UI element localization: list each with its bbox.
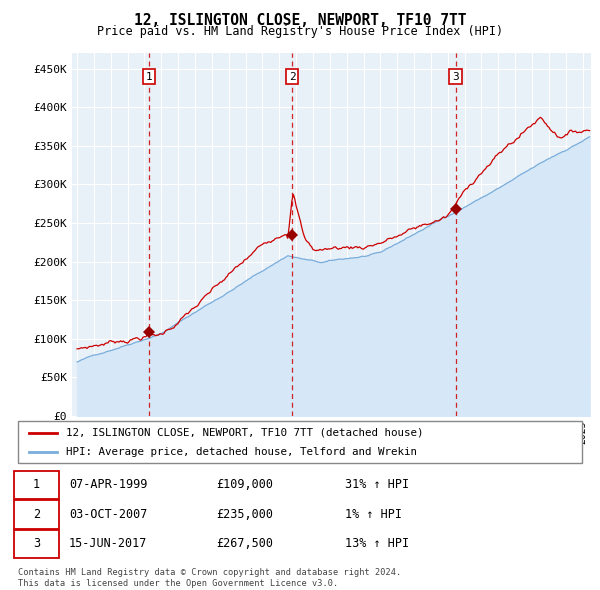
Text: 31% ↑ HPI: 31% ↑ HPI (345, 478, 409, 491)
Text: 3: 3 (33, 537, 40, 550)
Text: 3: 3 (452, 72, 459, 81)
Text: 03-OCT-2007: 03-OCT-2007 (69, 508, 148, 521)
Text: 15-JUN-2017: 15-JUN-2017 (69, 537, 148, 550)
Text: £235,000: £235,000 (216, 508, 273, 521)
Text: 12, ISLINGTON CLOSE, NEWPORT, TF10 7TT: 12, ISLINGTON CLOSE, NEWPORT, TF10 7TT (134, 13, 466, 28)
Text: 1% ↑ HPI: 1% ↑ HPI (345, 508, 402, 521)
Text: £267,500: £267,500 (216, 537, 273, 550)
Text: 13% ↑ HPI: 13% ↑ HPI (345, 537, 409, 550)
Text: 2: 2 (289, 72, 296, 81)
Text: 1: 1 (33, 478, 40, 491)
Text: £109,000: £109,000 (216, 478, 273, 491)
Text: Price paid vs. HM Land Registry's House Price Index (HPI): Price paid vs. HM Land Registry's House … (97, 25, 503, 38)
Text: 1: 1 (146, 72, 152, 81)
Text: HPI: Average price, detached house, Telford and Wrekin: HPI: Average price, detached house, Telf… (66, 447, 417, 457)
Text: 12, ISLINGTON CLOSE, NEWPORT, TF10 7TT (detached house): 12, ISLINGTON CLOSE, NEWPORT, TF10 7TT (… (66, 428, 424, 438)
Text: 2: 2 (33, 508, 40, 521)
Text: Contains HM Land Registry data © Crown copyright and database right 2024.
This d: Contains HM Land Registry data © Crown c… (18, 568, 401, 588)
Text: 07-APR-1999: 07-APR-1999 (69, 478, 148, 491)
